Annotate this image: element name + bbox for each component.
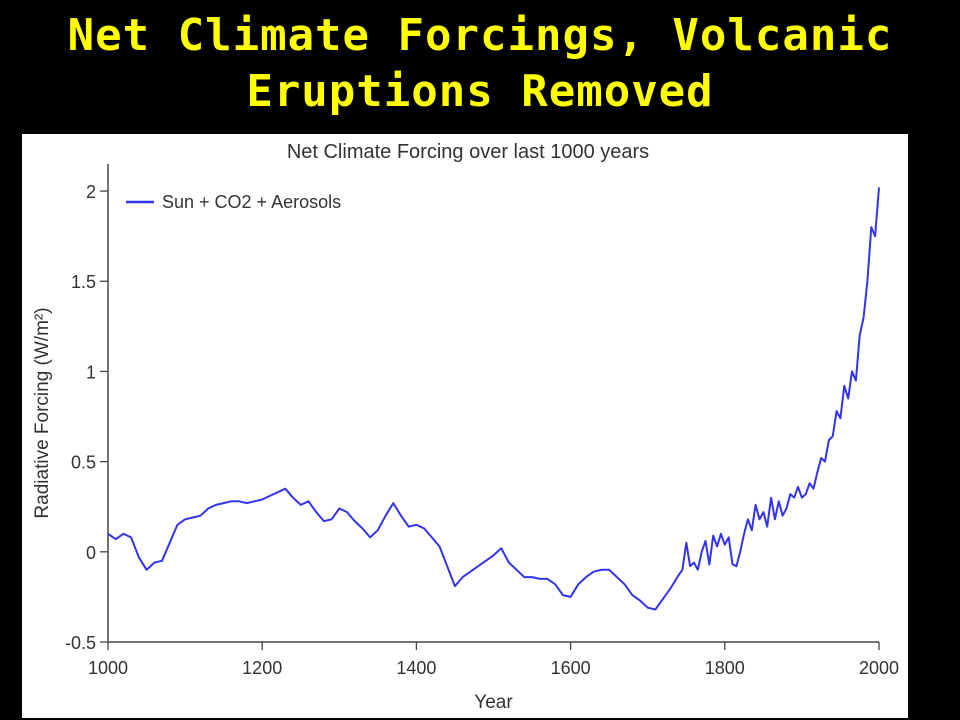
x-tick-label: 1000 <box>88 658 128 678</box>
legend-entry: Sun + CO2 + Aerosols <box>162 192 341 212</box>
x-tick-label: 1400 <box>396 658 436 678</box>
chart-panel: Net Climate Forcing over last 1000 years… <box>22 134 908 718</box>
y-tick-label: 0.5 <box>71 453 96 473</box>
x-axis-label: Year <box>474 692 513 713</box>
y-tick-label: 1.5 <box>71 272 96 292</box>
x-tick-label: 1200 <box>242 658 282 678</box>
x-tick-label: 2000 <box>859 658 899 678</box>
y-tick-label: -0.5 <box>65 633 96 653</box>
y-tick-label: 1 <box>86 362 96 382</box>
y-tick-label: 0 <box>86 543 96 563</box>
slide-title: Net Climate Forcings, Volcanic Eruptions… <box>0 8 960 120</box>
chart-ticks: -0.5 0 0.5 1 1.5 2 1000 1200 1400 1600 1800 2000 <box>65 182 899 678</box>
chart-axes <box>107 164 879 643</box>
slide-title-line-1: Net Climate Forcings, Volcanic <box>67 10 893 61</box>
y-tick-label: 2 <box>86 182 96 202</box>
chart-plot-area <box>107 187 880 611</box>
x-tick-label: 1600 <box>551 658 591 678</box>
chart-legend: Sun + CO2 + Aerosols <box>126 192 341 212</box>
forcing-chart: Net Climate Forcing over last 1000 years… <box>32 141 899 713</box>
series-line <box>107 187 880 611</box>
slide-title-line-2: Eruptions Removed <box>246 66 714 117</box>
chart-title: Net Climate Forcing over last 1000 years <box>287 141 649 163</box>
x-tick-label: 1800 <box>705 658 745 678</box>
y-axis-label: Radiative Forcing (W/m²) <box>32 307 53 518</box>
